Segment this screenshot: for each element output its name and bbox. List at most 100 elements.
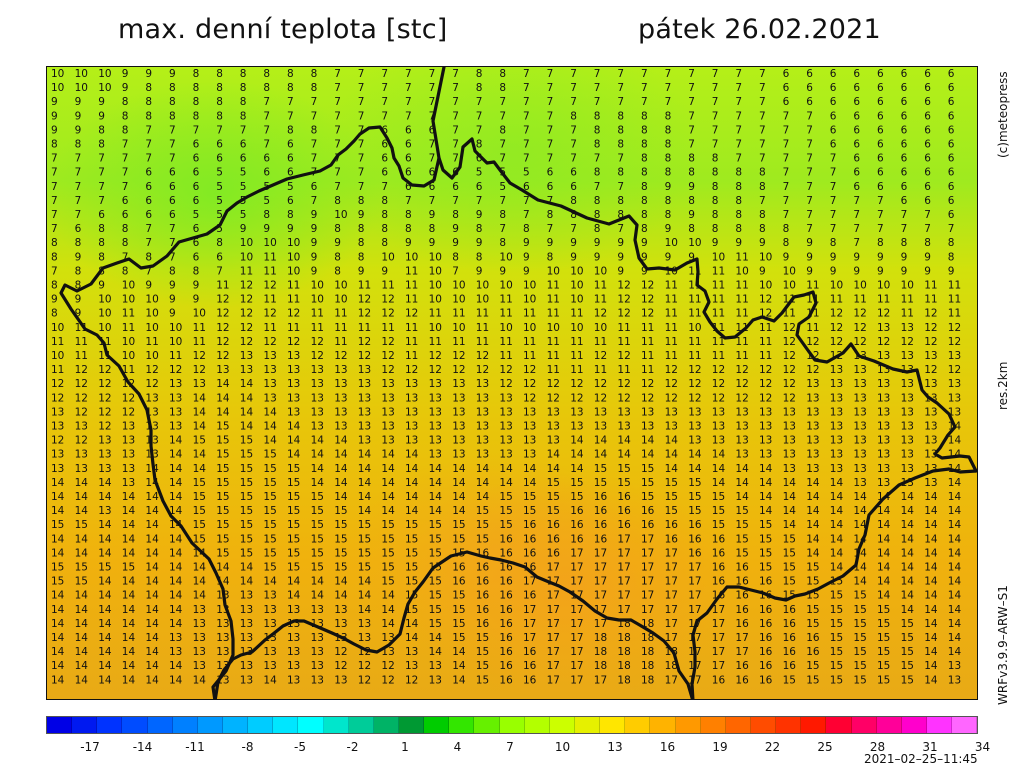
temperature-value-label: 7 (287, 96, 294, 108)
temperature-value-label: 14 (216, 562, 230, 574)
temperature-value-label: 6 (193, 139, 200, 151)
temperature-value-label: 14 (924, 505, 938, 517)
temperature-value-label: 12 (75, 435, 88, 447)
temperature-value-label: 15 (476, 505, 489, 517)
temperature-value-label: 10 (51, 68, 64, 80)
temperature-value-label: 7 (735, 96, 742, 108)
temperature-value-label: 9 (51, 294, 58, 306)
temperature-value-label: 7 (263, 124, 270, 136)
temperature-value-label: 9 (169, 280, 176, 292)
temperature-value-label: 7 (334, 167, 341, 179)
temperature-value-label: 12 (145, 378, 158, 390)
temperature-value-label: 10 (287, 265, 300, 277)
temperature-value-label: 9 (877, 251, 884, 263)
temperature-value-label: 14 (688, 449, 702, 461)
temperature-value-label: 15 (240, 449, 253, 461)
temperature-value-label: 12 (924, 308, 937, 320)
temperature-value-label: 11 (452, 336, 465, 348)
temperature-value-label: 7 (334, 153, 341, 165)
temperature-value-label: 16 (735, 590, 749, 602)
temperature-value-label: 8 (476, 68, 483, 80)
temperature-value-label: 5 (216, 209, 223, 221)
temperature-value-label: 9 (948, 265, 955, 277)
temperature-value-label: 7 (334, 181, 341, 193)
temperature-value-label: 7 (263, 139, 270, 151)
colorbar-segment (248, 717, 274, 733)
temperature-value-label: 7 (617, 68, 624, 80)
temperature-value-label: 10 (877, 280, 890, 292)
temperature-value-label: 7 (381, 110, 388, 122)
temperature-value-label: 13 (901, 449, 914, 461)
temperature-value-label: 14 (240, 378, 254, 390)
temperature-value-label: 18 (641, 660, 654, 672)
temperature-value-label: 8 (216, 96, 223, 108)
temperature-value-label: 16 (783, 660, 797, 672)
temperature-value-label: 16 (594, 533, 608, 545)
temperature-value-label: 8 (688, 153, 695, 165)
temperature-value-label: 13 (193, 604, 206, 616)
temperature-value-label: 14 (381, 618, 395, 630)
temperature-value-label: 6 (145, 209, 152, 221)
temperature-value-label: 11 (523, 350, 536, 362)
temperature-value-label: 17 (735, 632, 748, 644)
temperature-value-label: 7 (523, 124, 530, 136)
temperature-value-label: 6 (877, 96, 884, 108)
temperature-value-label: 14 (877, 519, 891, 531)
temperature-value-label: 17 (547, 590, 560, 602)
temperature-value-label: 13 (216, 364, 229, 376)
temperature-value-label: 7 (476, 195, 483, 207)
temperature-value-label: 13 (641, 421, 654, 433)
temperature-value-label: 6 (193, 237, 200, 249)
temperature-value-label: 13 (381, 378, 394, 390)
temperature-value-label: 11 (570, 350, 583, 362)
temperature-value-label: 7 (429, 110, 436, 122)
temperature-value-label: 15 (287, 505, 300, 517)
temperature-value-label: 15 (806, 618, 819, 630)
temperature-value-label: 13 (311, 364, 324, 376)
temperature-value-label: 8 (948, 237, 955, 249)
temperature-value-label: 11 (594, 336, 607, 348)
temperature-value-label: 7 (358, 153, 365, 165)
temperature-value-label: 8 (334, 265, 341, 277)
temperature-value-label: 15 (216, 421, 229, 433)
temperature-value-label: 16 (735, 604, 749, 616)
temperature-value-label: 15 (901, 618, 914, 630)
temperature-value-label: 15 (547, 477, 560, 489)
temperature-value-label: 8 (216, 82, 223, 94)
temperature-value-label: 8 (169, 110, 176, 122)
temperature-value-label: 7 (405, 82, 412, 94)
temperature-value-label: 14 (193, 576, 207, 588)
temperature-value-label: 17 (665, 562, 678, 574)
temperature-value-label: 6 (169, 209, 176, 221)
temperature-value-label: 13 (901, 378, 914, 390)
temperature-value-label: 15 (311, 519, 324, 531)
temperature-value-label: 15 (429, 590, 442, 602)
temperature-value-label: 11 (429, 336, 442, 348)
temperature-value-label: 12 (617, 350, 630, 362)
temperature-value-label: 8 (924, 237, 931, 249)
colorbar-label: 28 (869, 740, 886, 754)
temperature-value-label: 13 (75, 449, 88, 461)
temperature-value-label: 15 (688, 491, 701, 503)
colorbar-segment (122, 717, 148, 733)
temperature-value-label: 13 (523, 421, 536, 433)
temperature-value-label: 15 (216, 477, 229, 489)
temperature-value-label: 14 (193, 463, 207, 475)
temperature-value-label: 14 (901, 533, 915, 545)
temperature-value-label: 15 (499, 491, 512, 503)
temperature-value-label: 14 (145, 533, 159, 545)
temperature-value-label: 14 (641, 449, 655, 461)
temperature-value-label: 14 (641, 435, 655, 447)
temperature-value-label: 5 (216, 167, 223, 179)
temperature-value-label: 11 (735, 308, 748, 320)
colorbar-segment (952, 717, 977, 733)
temperature-value-label: 8 (429, 223, 436, 235)
temperature-value-label: 15 (381, 547, 394, 559)
temperature-value-label: 10 (735, 265, 748, 277)
temperature-value-label: 11 (783, 308, 796, 320)
colorbar-label: 13 (607, 740, 623, 754)
temperature-value-label: 6 (287, 139, 294, 151)
temperature-value-label: 14 (216, 392, 230, 404)
temperature-value-label: 14 (169, 590, 183, 602)
temperature-value-label: 9 (429, 237, 436, 249)
